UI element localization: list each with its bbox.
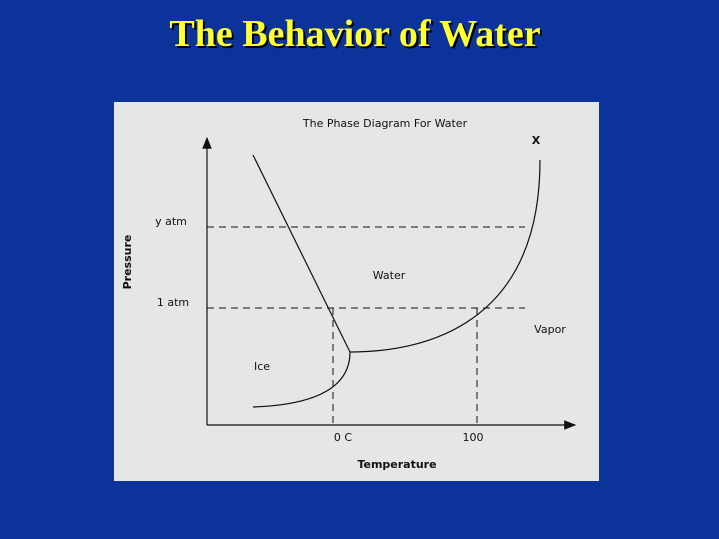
sublimation-curve: [252, 351, 351, 408]
temperature-label: 0 C: [334, 431, 352, 444]
temperature-label: 100: [463, 431, 484, 444]
diagram-title: The Phase Diagram For Water: [302, 117, 468, 130]
panel: [114, 102, 599, 481]
region-label: Ice: [254, 360, 270, 373]
boiling-curve: [349, 159, 541, 353]
pressure-label: 1 atm: [157, 296, 189, 309]
x-axis-label: Temperature: [357, 458, 436, 471]
corner-mark: X: [532, 134, 541, 147]
melting-curve: [252, 154, 351, 353]
y-axis-label: Pressure: [121, 235, 134, 290]
region-label: Water: [373, 269, 406, 282]
pressure-label: y atm: [155, 215, 187, 228]
slide-title: The Behavior of Water: [169, 13, 541, 55]
region-label: Vapor: [534, 323, 566, 336]
